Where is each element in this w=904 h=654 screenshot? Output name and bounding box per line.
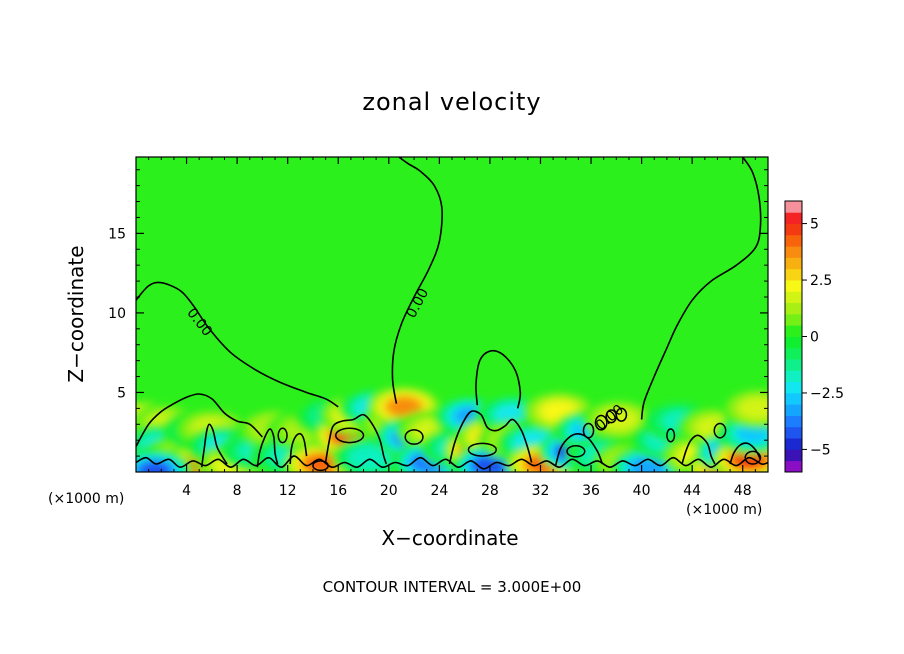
zero-contour-5 <box>136 455 768 470</box>
zero-contour-6 <box>200 423 228 468</box>
zero-contour-closed-0 <box>277 427 288 444</box>
zero-contour-closed-4 <box>582 422 595 439</box>
colorbar-swatch-3 <box>785 426 802 439</box>
x-tick-label: 20 <box>380 483 398 499</box>
anomaly-level <box>739 397 768 419</box>
contour-interval-note: CONTOUR INTERVAL = 3.000E+00 <box>322 578 582 596</box>
colorbar-swatch-21 <box>785 223 802 236</box>
colorbar-tick-label: −2.5 <box>810 386 844 402</box>
zero-contour-9 <box>324 413 388 465</box>
colorbar-swatch-1 <box>785 449 802 462</box>
colorbar-swatch-11 <box>785 336 802 349</box>
colorbar-swatch-16 <box>785 280 802 292</box>
x-tick-label: 24 <box>430 483 448 499</box>
zero-contour-1 <box>391 157 443 404</box>
colorbar-swatch-7 <box>785 381 802 394</box>
x-tick-label: 36 <box>582 483 600 499</box>
colorbar-swatch-14 <box>785 302 802 315</box>
zero-contour-4 <box>136 393 263 447</box>
plot-area: 0.000.000.00 <box>135 156 769 473</box>
colorbar-swatch-5 <box>785 404 802 416</box>
zero-contour-3 <box>475 349 522 409</box>
anomaly-level <box>140 462 170 472</box>
colorbar-tick-label: 5 <box>810 217 819 233</box>
zero-contour-closed-12 <box>312 460 329 472</box>
anomaly-50 <box>719 387 768 430</box>
x-unit-label-right: (×1000 m) <box>686 502 763 518</box>
x-tick-label: 44 <box>683 483 701 499</box>
zero-contour-closed-7 <box>615 407 628 422</box>
x-unit-label-left: (×1000 m) <box>48 491 125 507</box>
colorbar-swatch-6 <box>785 392 802 405</box>
zero-contour-closed-1 <box>334 427 365 444</box>
anomaly-level <box>633 458 663 472</box>
colorbar: 5 2.5 0 −2.5 −5 <box>784 200 844 473</box>
zero-contour-13 <box>729 442 762 465</box>
zero-contour-closed-5 <box>594 414 608 431</box>
anomaly-level <box>353 448 387 468</box>
colorbar-swatch-23 <box>785 201 802 213</box>
zero-contour-12 <box>681 434 716 465</box>
anomaly-level <box>496 405 530 425</box>
x-tick-label: 4 <box>182 483 191 499</box>
zero-contour-7 <box>256 428 279 468</box>
colorbar-swatch-18 <box>785 257 802 270</box>
zero-contour-2 <box>640 157 762 420</box>
x-tick-label: 16 <box>329 483 347 499</box>
colorbar-swatch-17 <box>785 268 802 281</box>
colorbar-swatch-13 <box>785 313 802 326</box>
colorbar-swatch-9 <box>785 359 802 371</box>
colorbar-swatch-2 <box>785 438 802 450</box>
zero-contour-10 <box>448 410 533 465</box>
y-tick-label: 5 <box>117 385 126 401</box>
colorbar-tick-label: 0 <box>810 330 819 346</box>
zero-contour-closed-11 <box>566 445 586 458</box>
colorbar-tick-label: −5 <box>810 442 831 458</box>
zero-contour-11 <box>554 432 604 466</box>
x-tick-label: 32 <box>532 483 550 499</box>
x-axis-label: X−coordinate <box>381 526 519 550</box>
colorbar-swatch-0 <box>785 460 802 473</box>
colorbar-swatch-8 <box>785 370 802 383</box>
anomaly-level <box>737 425 768 443</box>
x-tick-label: 48 <box>734 483 752 499</box>
colorbar-swatch-19 <box>785 246 802 258</box>
y-axis-label: Z−coordinate <box>64 245 88 383</box>
colorbar-swatch-12 <box>785 325 802 337</box>
colorbar-swatch-4 <box>785 415 802 428</box>
zero-contour-8 <box>289 432 308 465</box>
zero-contour-closed-10 <box>744 450 762 465</box>
colorbar-tick-label: 2.5 <box>810 273 832 289</box>
zero-contour-closed-3 <box>467 442 497 457</box>
y-tick-label: 15 <box>108 226 126 242</box>
colorbar-swatch-10 <box>785 347 802 360</box>
colorbar-swatch-20 <box>785 234 802 247</box>
zero-contour-closed-2 <box>404 429 424 445</box>
chart-title: zonal velocity <box>362 88 542 116</box>
x-tick-label: 8 <box>233 483 242 499</box>
x-tick-label: 40 <box>633 483 651 499</box>
colorbar-swatch-15 <box>785 291 802 304</box>
colorbar-swatch-22 <box>785 212 802 224</box>
zero-contour-0 <box>136 281 339 408</box>
y-tick-label: 10 <box>108 306 126 322</box>
x-tick-label: 28 <box>481 483 499 499</box>
x-tick-label: 12 <box>279 483 297 499</box>
zero-contour-closed-8 <box>666 428 676 443</box>
zero-contour-closed-9 <box>713 422 727 439</box>
